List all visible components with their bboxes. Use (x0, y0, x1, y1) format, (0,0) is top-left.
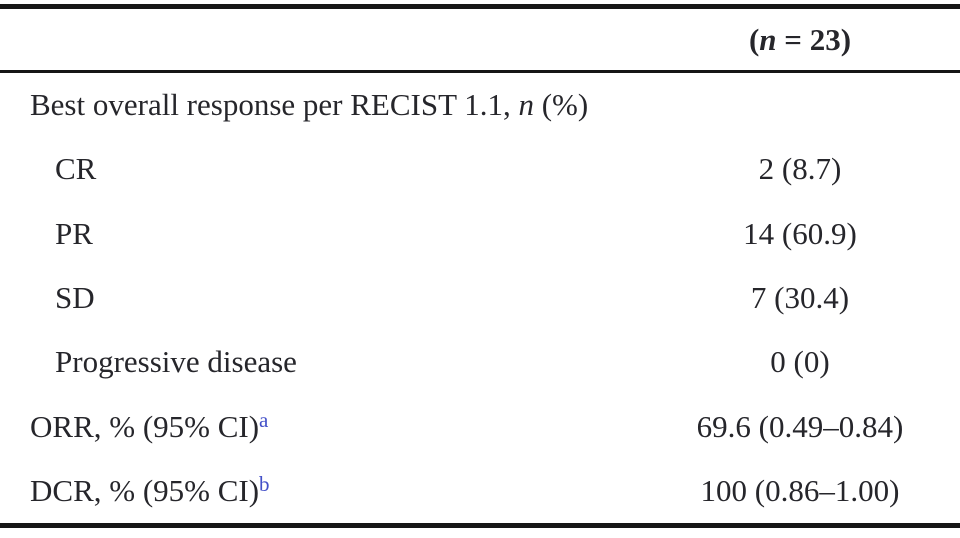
table-body: Best overall response per RECIST 1.1, n … (0, 73, 960, 523)
table-row-sd: SD 7 (30.4) (0, 266, 960, 330)
row-label: CR (0, 151, 640, 187)
row-label: Progressive disease (0, 344, 640, 380)
bottom-rule (0, 523, 960, 528)
top-rule (0, 4, 960, 9)
row-label: Best overall response per RECIST 1.1, n … (0, 87, 640, 123)
table-row-progressive-disease: Progressive disease 0 (0) (0, 330, 960, 394)
row-label: PR (0, 216, 640, 252)
table-row-dcr: DCR, % (95% CI)b 100 (0.86–1.00) (0, 459, 960, 523)
header-n-cell: (n = 23) (640, 22, 960, 58)
row-label: SD (0, 280, 640, 316)
header-n-symbol: n (759, 21, 777, 57)
header-n-value: = 23) (776, 21, 852, 57)
table-row-pr: PR 14 (60.9) (0, 202, 960, 266)
row-value: 7 (30.4) (750, 279, 850, 315)
row-value: 69.6 (0.49–0.84) (696, 408, 904, 444)
row-value: 2 (8.7) (758, 151, 842, 187)
footnote-b-marker: b (259, 471, 270, 496)
table-row-best-overall-response: Best overall response per RECIST 1.1, n … (0, 73, 960, 137)
header-paren-open: ( (748, 21, 760, 57)
row-label-n-symbol: n (518, 87, 534, 123)
row-label-text: SD (55, 279, 95, 315)
header-divider-rule (0, 70, 960, 73)
row-label-text: ORR, % (95% CI) (30, 408, 260, 444)
row-value: 100 (0.86–1.00) (700, 472, 900, 508)
row-label: DCR, % (95% CI)b (0, 473, 640, 509)
row-value: 0 (0) (770, 344, 830, 380)
table-header-row: (n = 23) (0, 9, 960, 70)
row-label-text: DCR, % (95% CI) (30, 472, 260, 508)
row-label-text: CR (55, 151, 97, 187)
row-label-suffix: (%) (533, 87, 589, 123)
row-label-text: PR (55, 215, 93, 251)
row-label-text: Progressive disease (55, 344, 297, 380)
table-row-orr: ORR, % (95% CI)a 69.6 (0.49–0.84) (0, 394, 960, 458)
footnote-a-marker: a (259, 407, 269, 432)
row-label: ORR, % (95% CI)a (0, 409, 640, 445)
row-value: 14 (60.9) (743, 215, 857, 251)
table-row-cr: CR 2 (8.7) (0, 137, 960, 201)
row-label-text: Best overall response per RECIST 1.1, (30, 87, 519, 123)
